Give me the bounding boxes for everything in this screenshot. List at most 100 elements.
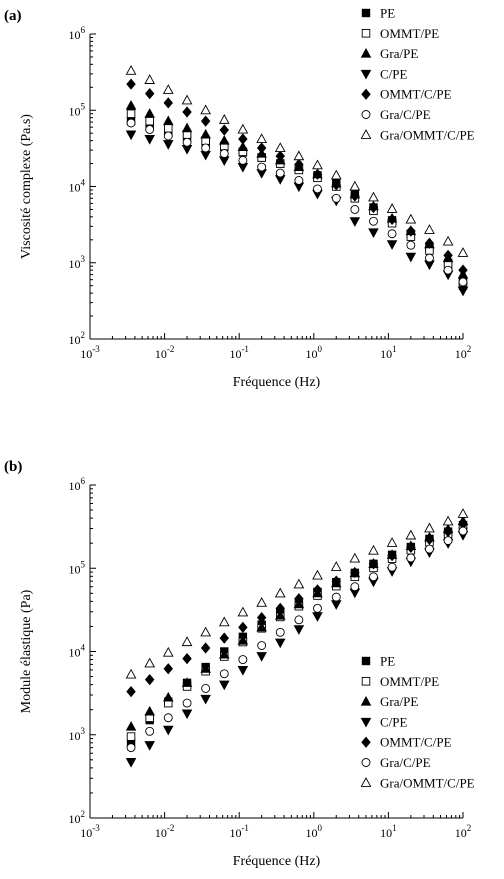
data-point (163, 97, 173, 109)
y-axis-label: Module élastique (Pa) (19, 589, 34, 713)
data-point (162, 84, 174, 94)
data-point (257, 162, 267, 172)
data-point (237, 665, 249, 676)
legend-label: OMMT/C/PE (380, 87, 452, 102)
data-point (369, 572, 378, 582)
series-gra-ommt-c-pe (125, 64, 469, 257)
data-point (219, 648, 230, 659)
legend-marker (360, 695, 372, 706)
x-tick-label: 10-1 (229, 344, 249, 361)
data-point (237, 141, 249, 151)
x-tick-label: 10-1 (229, 823, 249, 840)
panel-a-chart: (a) 10-3 10-2 10-1 100 101 102 102 103 104 105 106 F… (4, 6, 475, 391)
data-point (126, 78, 136, 90)
y-tick-label: 102 (69, 809, 86, 826)
legend-label: Gra/PE (380, 694, 418, 709)
data-point (163, 663, 173, 675)
data-point (312, 584, 323, 596)
data-point (200, 104, 212, 115)
data-point (145, 726, 155, 736)
data-point (218, 114, 230, 124)
data-point (424, 224, 435, 234)
data-point (238, 655, 248, 665)
data-point (257, 641, 267, 650)
data-point (256, 142, 267, 154)
data-point (144, 108, 155, 118)
y-tick-label: 106 (69, 25, 86, 42)
data-point (386, 203, 398, 213)
data-point (200, 115, 211, 127)
data-point (256, 597, 268, 607)
data-point (294, 615, 304, 625)
legend-marker (360, 717, 372, 728)
data-point (162, 691, 174, 702)
series-gra-c-pe (126, 118, 468, 287)
x-tick-label: 100 (306, 823, 323, 840)
data-point (219, 669, 229, 679)
data-point (125, 64, 137, 75)
series-ommt-c-pe (126, 78, 468, 276)
legend-marker (360, 69, 372, 80)
y-tick-label: 106 (69, 476, 86, 493)
data-point (368, 201, 379, 214)
data-point (125, 668, 137, 679)
data-point (125, 721, 137, 731)
series-c-pe (125, 531, 469, 768)
data-point (350, 582, 360, 592)
data-point (181, 122, 193, 133)
data-point (256, 612, 267, 624)
data-point (368, 558, 379, 570)
data-point (164, 124, 173, 133)
data-point (181, 636, 193, 647)
data-point (182, 698, 192, 708)
data-point (238, 621, 248, 633)
data-point (126, 109, 136, 118)
x-axis-label: Fréquence (Hz) (233, 375, 321, 390)
data-point (144, 657, 156, 668)
data-point (200, 663, 211, 673)
data-point (163, 713, 173, 723)
data-point (294, 176, 304, 185)
data-point (442, 235, 454, 246)
data-point (144, 74, 156, 84)
data-point (458, 526, 468, 536)
legend-label: Gra/PE (380, 46, 418, 61)
data-point (293, 578, 305, 589)
data-point (294, 158, 304, 171)
data-point (313, 184, 322, 194)
y-tick-label: 103 (69, 726, 86, 743)
data-point (405, 213, 417, 224)
panel-b-chart: (b) 10-3 10-2 10-1 100 101 102 102 103 104 105 106 F… (4, 459, 475, 869)
data-point (293, 150, 305, 161)
data-point (144, 88, 155, 100)
data-point (387, 213, 397, 226)
legend-label: Gra/OMMT/C/PE (380, 127, 475, 142)
data-point (443, 536, 453, 546)
data-point (350, 205, 360, 214)
data-point (182, 137, 192, 147)
data-point (182, 106, 192, 118)
data-point (387, 229, 397, 239)
y-tick-label: 102 (69, 330, 86, 347)
data-point (162, 115, 174, 126)
data-point (330, 561, 342, 571)
data-point (275, 602, 285, 614)
data-point (126, 685, 136, 698)
data-point (200, 128, 211, 139)
data-point (201, 683, 211, 693)
data-point (144, 705, 155, 716)
x-tick-label: 102 (455, 823, 472, 840)
data-point (405, 252, 417, 263)
legend-label: Gra/C/PE (380, 107, 431, 122)
data-point (349, 217, 361, 227)
legend-label: Gra/OMMT/C/PE (380, 775, 475, 790)
data-point (275, 627, 285, 637)
y-tick-label: 104 (69, 178, 86, 195)
legend-marker (361, 88, 371, 100)
data-point (387, 562, 397, 572)
data-point (145, 116, 154, 126)
series-gra-c-pe (126, 526, 468, 753)
data-point (349, 180, 361, 191)
data-point (424, 533, 435, 546)
